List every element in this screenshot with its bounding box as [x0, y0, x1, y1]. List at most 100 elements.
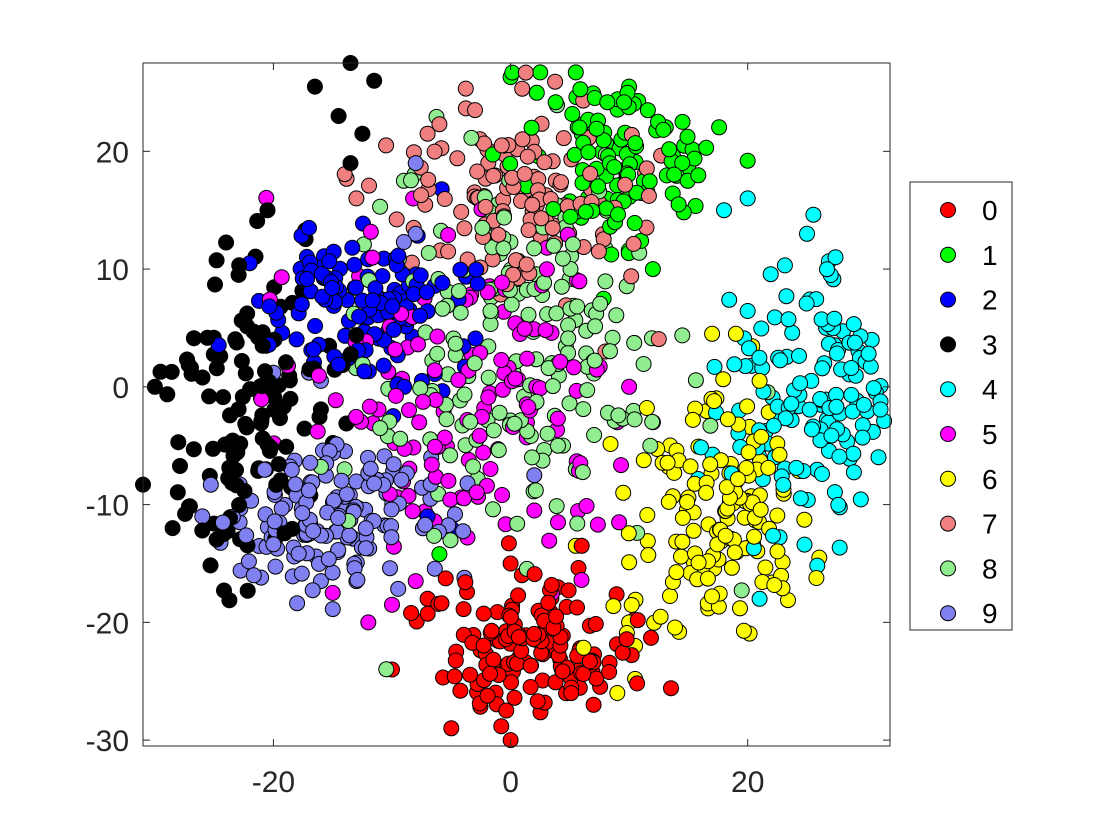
scatter-point-class-8: [450, 283, 467, 300]
scatter-point-class-6: [751, 372, 768, 389]
scatter-point-class-9: [333, 472, 350, 489]
scatter-point-class-6: [623, 597, 640, 613]
scatter-point-class-6: [662, 588, 678, 604]
scatter-point-class-0: [437, 570, 454, 587]
legend-label: 3: [982, 329, 998, 360]
scatter-point-class-7: [490, 226, 507, 243]
scatter-point-class-6: [706, 393, 723, 410]
scatter-point-class-1: [627, 135, 644, 152]
scatter-point-class-0: [614, 644, 631, 661]
scatter-point-class-2: [346, 256, 363, 273]
scatter-point-class-3: [330, 108, 347, 124]
scatter-point-class-5: [324, 584, 341, 601]
scatter-point-class-3: [199, 329, 216, 346]
scatter-point-class-5: [611, 514, 628, 531]
scatter-point-class-1: [547, 94, 564, 111]
scatter-point-class-4: [855, 396, 872, 413]
scatter-point-class-1: [639, 102, 656, 119]
scatter-point-class-7: [378, 137, 395, 154]
scatter-point-class-4: [865, 380, 882, 397]
scatter-point-class-6: [659, 454, 676, 471]
scatter-point-class-4: [716, 202, 732, 219]
scatter-point-class-7: [555, 130, 572, 147]
scatter-point-class-7: [449, 150, 466, 167]
scatter-point-class-2: [412, 307, 428, 324]
scatter-point-class-2: [305, 341, 322, 358]
scatter-point-class-9: [290, 545, 307, 562]
scatter-point-class-0: [500, 535, 517, 552]
scatter-point-class-9: [324, 601, 341, 618]
scatter-point-class-5: [401, 402, 417, 419]
legend-box: [909, 181, 1013, 631]
scatter-point-class-0: [493, 718, 510, 735]
scatter-point-class-5: [538, 261, 555, 278]
scatter-point-class-2: [299, 271, 315, 287]
scatter-point-class-0: [483, 622, 500, 639]
scatter-point-class-0: [503, 674, 520, 691]
scatter-point-class-6: [760, 459, 777, 476]
scatter-point-class-0: [475, 637, 492, 654]
scatter-point-class-4: [741, 340, 757, 357]
scatter-point-class-1: [502, 155, 519, 172]
scatter-point-class-6: [715, 371, 732, 388]
scatter-point-class-8: [485, 422, 502, 439]
scatter-point-class-8: [480, 369, 497, 386]
scatter-point-class-4: [805, 206, 822, 223]
scatter-point-class-8: [586, 427, 603, 443]
scatter-point-class-3: [239, 318, 256, 335]
legend-label: 8: [982, 553, 998, 584]
scatter-point-class-5: [360, 614, 377, 631]
scatter-point-class-9: [341, 527, 358, 544]
scatter-point-class-6: [808, 570, 825, 586]
scatter-point-class-3: [311, 409, 328, 425]
scatter-point-class-9: [357, 520, 374, 537]
scatter-point-class-6: [735, 622, 752, 639]
scatter-point-class-4: [721, 291, 738, 308]
scatter-point-class-9: [266, 513, 283, 530]
scatter-point-class-8: [466, 355, 483, 372]
legend-label: 6: [982, 464, 998, 495]
legend-marker: [940, 381, 956, 398]
scatter-point-class-1: [679, 128, 696, 145]
scatter-point-class-5: [411, 414, 428, 431]
scatter-point-class-6: [727, 325, 744, 342]
scatter-point-class-5: [541, 532, 558, 549]
scatter-point-class-8: [482, 303, 499, 319]
scatter-point-class-0: [502, 555, 519, 572]
scatter-point-class-9: [287, 476, 304, 493]
scatter-point-class-8: [403, 172, 419, 189]
scatter-point-class-4: [843, 360, 860, 376]
scatter-point-class-8: [536, 274, 553, 291]
scatter-point-class-5: [537, 322, 554, 339]
legend-label: 7: [982, 509, 998, 540]
scatter-point-class-0: [643, 629, 659, 646]
scatter-point-class-8: [626, 334, 643, 351]
scatter-point-class-5: [589, 516, 606, 533]
scatter-point-class-2: [321, 253, 338, 270]
legend-marker: [940, 426, 956, 442]
scatter-point-class-7: [582, 165, 599, 182]
scatter-point-class-0: [554, 663, 571, 680]
scatter-point-class-1: [610, 206, 626, 223]
scatter-point-class-4: [739, 303, 756, 319]
scatter-point-class-8: [608, 307, 625, 324]
scatter-point-class-4: [852, 491, 869, 508]
scatter-point-class-2: [467, 330, 484, 347]
scatter-point-class-5: [526, 502, 543, 519]
scatter-point-class-7: [467, 102, 483, 119]
scatter-point-class-8: [586, 352, 603, 369]
scatter-point-class-6: [771, 446, 788, 463]
scatter-point-class-6: [635, 452, 652, 469]
scatter-point-class-3: [270, 456, 287, 473]
scatter-point-class-6: [602, 436, 619, 452]
scatter-point-class-7: [533, 210, 550, 227]
scatter-point-class-5: [384, 596, 400, 613]
scatter-point-class-4: [775, 476, 792, 493]
scatter-point-class-8: [378, 661, 395, 678]
scatter-point-class-8: [420, 245, 437, 261]
scatter-point-class-4: [845, 464, 862, 481]
scatter-point-class-3: [249, 213, 266, 229]
scatter-point-class-6: [640, 547, 657, 563]
scatter-point-class-8: [496, 209, 513, 226]
